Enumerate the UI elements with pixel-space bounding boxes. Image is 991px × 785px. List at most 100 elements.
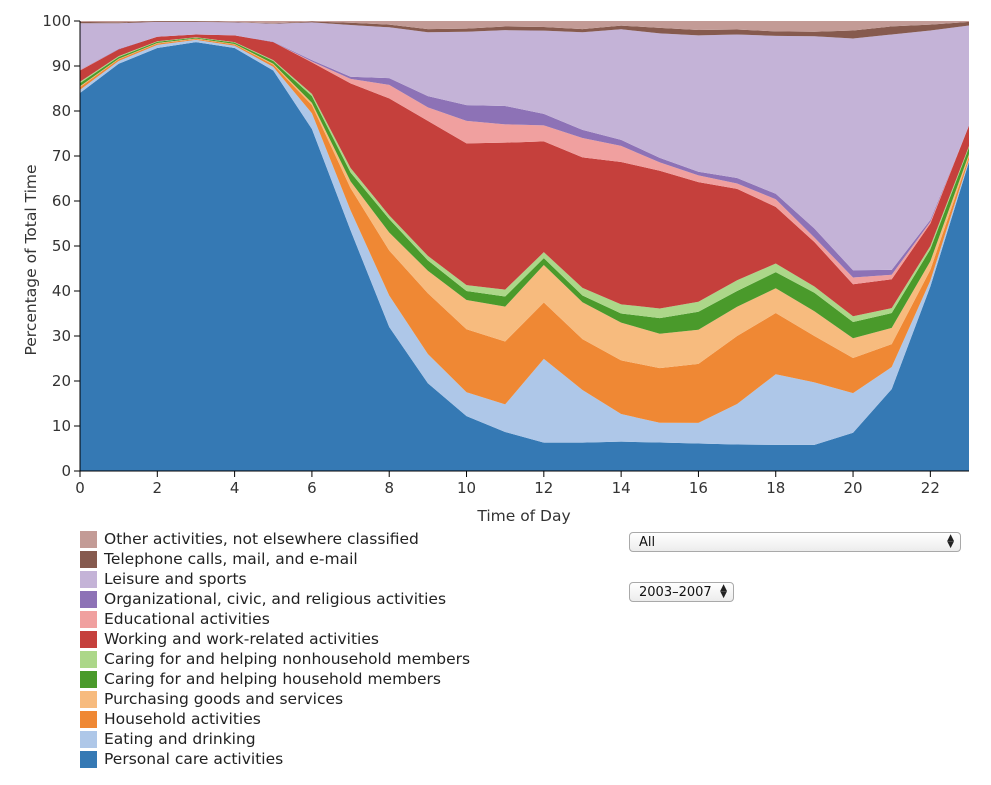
y-axis-title: Percentage of Total Time xyxy=(22,164,40,355)
legend-swatch xyxy=(80,570,97,588)
legend-label: Household activities xyxy=(104,710,261,728)
x-tick: 22 xyxy=(921,471,940,497)
legend-swatch xyxy=(80,650,97,668)
legend-swatch xyxy=(80,710,97,728)
x-tick: 12 xyxy=(534,471,553,497)
y-tick: 30 xyxy=(52,327,80,345)
legend-item: Telephone calls, mail, and e-mail xyxy=(80,549,470,569)
y-tick: 0 xyxy=(61,462,80,480)
x-tick: 18 xyxy=(766,471,785,497)
y-axis: 0 10 20 30 40 50 60 70 80 90 100 xyxy=(42,12,81,480)
x-axis-title: Time of Day xyxy=(476,507,570,525)
legend-label: Caring for and helping household members xyxy=(104,670,441,688)
legend-label: Personal care activities xyxy=(104,750,284,768)
y-tick: 60 xyxy=(52,192,80,210)
y-tick: 100 xyxy=(42,12,80,30)
legend-item: Household activities xyxy=(80,709,470,729)
legend-item: Caring for and helping nonhousehold memb… xyxy=(80,649,470,669)
y-tick-label: 40 xyxy=(52,282,71,300)
legend-item: Working and work-related activities xyxy=(80,629,470,649)
legend-label: Organizational, civic, and religious act… xyxy=(104,590,447,608)
area-series-7 xyxy=(80,34,969,317)
x-tick-label: 8 xyxy=(384,479,394,497)
x-tick-label: 14 xyxy=(612,479,631,497)
y-tick-label: 90 xyxy=(52,57,71,75)
x-tick-label: 16 xyxy=(689,479,708,497)
legend-item: Educational activities xyxy=(80,609,470,629)
legend-label: Other activities, not elsewhere classifi… xyxy=(104,530,419,548)
legend-item: Caring for and helping household members xyxy=(80,669,470,689)
x-tick: 8 xyxy=(384,471,394,497)
legend-swatch xyxy=(80,610,97,628)
area-series-4 xyxy=(80,38,969,369)
legend-label: Caring for and helping nonhousehold memb… xyxy=(104,650,471,668)
x-tick-label: 6 xyxy=(307,479,317,497)
area-layers xyxy=(80,21,969,472)
legend-item: Purchasing goods and services xyxy=(80,689,470,709)
y-tick-label: 100 xyxy=(42,12,71,30)
x-axis: 0 2 4 6 8 10 12 14 16 18 20 22 xyxy=(75,470,969,497)
y-tick-label: 80 xyxy=(52,102,71,120)
x-tick: 14 xyxy=(612,471,631,497)
legend-label: Educational activities xyxy=(104,610,270,628)
area-series-10 xyxy=(80,21,969,271)
y-tick: 80 xyxy=(52,102,80,120)
legend-swatch xyxy=(80,730,97,748)
legend-item: Eating and drinking xyxy=(80,729,470,749)
y-tick: 20 xyxy=(52,372,80,390)
x-tick-label: 10 xyxy=(457,479,476,497)
x-tick-label: 2 xyxy=(153,479,163,497)
select-arrows-icon: ▲ ▼ xyxy=(720,583,727,600)
y-tick-label: 30 xyxy=(52,327,71,345)
legend-swatch xyxy=(80,630,97,648)
x-tick: 4 xyxy=(230,471,240,497)
legend: Other activities, not elsewhere classifi… xyxy=(80,529,470,769)
y-tick: 50 xyxy=(52,237,80,255)
legend-label: Working and work-related activities xyxy=(104,630,379,648)
activity-filter-select[interactable]: All ▲ ▼ xyxy=(629,532,961,552)
legend-item: Personal care activities xyxy=(80,749,470,769)
x-tick-label: 18 xyxy=(766,479,785,497)
x-tick-label: 12 xyxy=(534,479,553,497)
x-tick: 2 xyxy=(153,471,163,497)
y-tick-label: 0 xyxy=(61,462,71,480)
y-tick-label: 50 xyxy=(52,237,71,255)
x-tick-label: 0 xyxy=(75,479,85,497)
legend-item: Other activities, not elsewhere classifi… xyxy=(80,529,470,549)
y-tick: 10 xyxy=(52,417,80,435)
legend-label: Telephone calls, mail, and e-mail xyxy=(104,550,358,568)
legend-item: Leisure and sports xyxy=(80,569,470,589)
legend-swatch xyxy=(80,550,97,568)
legend-label: Eating and drinking xyxy=(104,730,256,748)
x-tick: 10 xyxy=(457,471,476,497)
select-arrows-icon: ▲ ▼ xyxy=(947,533,954,550)
legend-swatch xyxy=(80,690,97,708)
y-tick-label: 70 xyxy=(52,147,71,165)
year-range-select[interactable]: 2003–2007 ▲ ▼ xyxy=(629,582,734,602)
x-tick-label: 20 xyxy=(843,479,862,497)
area-series-5 xyxy=(80,37,969,339)
legend-item: Organizational, civic, and religious act… xyxy=(80,589,470,609)
x-tick: 16 xyxy=(689,471,708,497)
y-tick: 40 xyxy=(52,282,80,300)
x-tick: 0 xyxy=(75,471,85,497)
x-tick-label: 4 xyxy=(230,479,240,497)
legend-swatch xyxy=(80,670,97,688)
y-tick-label: 20 xyxy=(52,372,71,390)
area-series-3 xyxy=(80,39,969,423)
legend-swatch xyxy=(80,750,97,768)
area-series-12 xyxy=(80,21,969,32)
activity-filter-value: All xyxy=(639,534,656,550)
area-series-1 xyxy=(80,42,969,472)
y-tick: 90 xyxy=(52,57,80,75)
legend-label: Purchasing goods and services xyxy=(104,690,344,708)
stacked-area-chart: 0 10 20 30 40 50 60 70 80 90 100 0 2 4 6 8 10 12 14 16 18 20… xyxy=(22,12,969,525)
x-tick-label: 22 xyxy=(921,479,940,497)
y-tick: 70 xyxy=(52,147,80,165)
legend-swatch xyxy=(80,590,97,608)
x-tick: 20 xyxy=(843,471,863,497)
year-range-value: 2003–2007 xyxy=(639,584,712,600)
x-tick: 6 xyxy=(307,471,317,497)
y-tick-label: 10 xyxy=(52,417,71,435)
area-series-11 xyxy=(80,21,969,39)
